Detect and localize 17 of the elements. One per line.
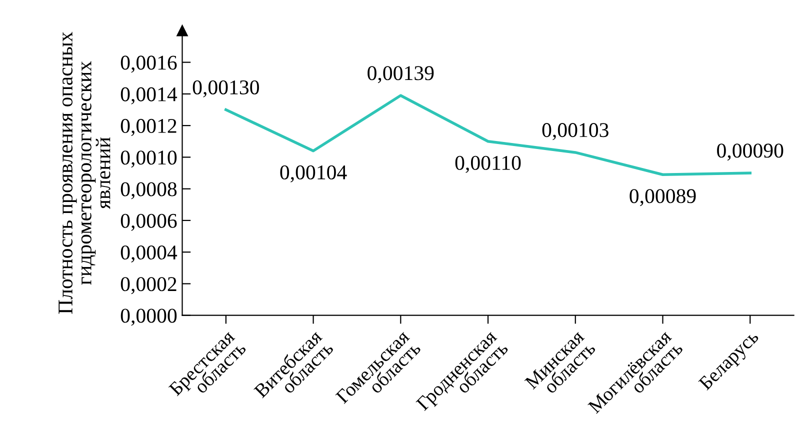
y-axis-title: Плотность проявления опасных гидрометеорологических явлений (58, 32, 110, 314)
y-tick-label: 0,0016 (120, 56, 177, 73)
data-label: 0,00130 (192, 80, 259, 98)
data-label: 0,00090 (717, 144, 784, 161)
data-label: 0,00139 (368, 66, 434, 84)
y-tick-label: 0,0012 (120, 118, 176, 136)
y-tick-label: 0,0006 (120, 214, 177, 231)
data-label: 0,00104 (280, 165, 347, 182)
y-tick-label: 0,0014 (120, 87, 178, 104)
y-tick-label: 0,0000 (120, 308, 177, 326)
y-tick-label: 0,0004 (120, 245, 178, 263)
data-label: 0,00089 (630, 189, 696, 206)
y-tick-label: 0,0002 (120, 277, 176, 294)
y-tick-label: 0,0008 (120, 182, 177, 200)
data-label: 0,00103 (542, 123, 608, 140)
data-label: 0,00110 (455, 156, 521, 173)
y-tick-label: 0,0010 (120, 150, 177, 168)
